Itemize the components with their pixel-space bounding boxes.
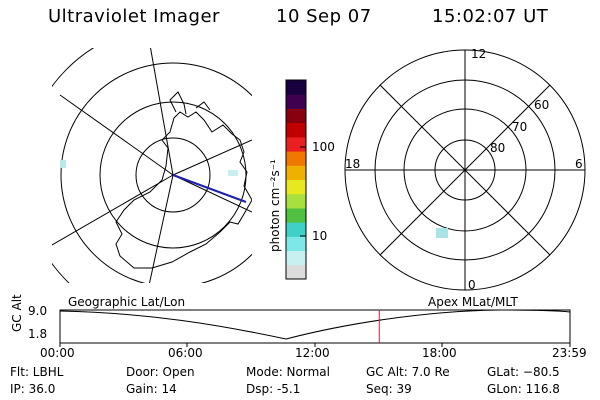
time-tick-0: 00:00 — [40, 346, 75, 360]
timeline-y-max: 9.0 — [28, 304, 48, 318]
glon-info: GLon: 116.8 — [487, 382, 560, 396]
time-tick-3: 18:00 — [422, 346, 457, 360]
lat-label-80: 80 — [490, 141, 506, 155]
glat-info: GLat: −80.5 — [487, 365, 560, 379]
time-label: 15:02:07 UT — [432, 6, 549, 27]
time-tick-2: 12:00 — [295, 346, 330, 360]
colorbar-stripe — [286, 122, 306, 138]
mlt-label-12: 12 — [471, 47, 487, 61]
colorbar — [285, 79, 307, 280]
colorbar-stripe — [286, 207, 306, 223]
ip-info: IP: 36.0 — [10, 382, 56, 396]
door-info: Door: Open — [126, 365, 195, 379]
lat-label-60: 60 — [534, 98, 550, 112]
colorbar-stripe — [286, 136, 306, 152]
dsp-info: Dsp: -5.1 — [246, 382, 301, 396]
timeline-left-title: Geographic Lat/Lon — [68, 295, 186, 309]
colorbar-tick-100: 100 — [312, 140, 335, 154]
colorbar-stripe — [286, 179, 306, 195]
colorbar-stripe — [286, 165, 306, 180]
polar-plot — [344, 49, 586, 291]
filter-info: Flt: LBHL — [10, 365, 64, 379]
seq-info: Seq: 39 — [366, 382, 412, 396]
colorbar-stripe — [286, 94, 306, 109]
colorbar-tick-10: 10 — [312, 229, 328, 243]
timeline-y-min: 1.8 — [28, 327, 48, 341]
time-tick-4: 23:59 — [552, 346, 587, 360]
date-label: 10 Sep 07 — [276, 6, 372, 27]
colorbar-stripe — [286, 80, 306, 95]
colorbar-stripe — [286, 222, 306, 237]
colorbar-stripe — [286, 193, 306, 209]
colorbar-stripe — [286, 250, 306, 266]
mlt-label-18: 18 — [345, 157, 361, 171]
colorbar-stripe — [286, 264, 306, 280]
mode-info: Mode: Normal — [246, 365, 330, 379]
gc-alt-info: GC Alt: 7.0 Re — [366, 365, 450, 379]
timeline-right-title: Apex MLat/MLT — [428, 295, 518, 309]
altitude-timeline — [59, 309, 571, 347]
colorbar-stripe — [286, 151, 306, 166]
mlt-label-6: 6 — [575, 157, 583, 171]
colorbar-stripe — [286, 236, 306, 252]
mlt-label-0: 0 — [468, 278, 476, 292]
time-tick-1: 06:00 — [168, 346, 203, 360]
gain-info: Gain: 14 — [126, 382, 177, 396]
lat-label-70: 70 — [512, 120, 528, 134]
colorbar-stripe — [286, 108, 306, 124]
timeline-y-label: GC Alt — [10, 294, 24, 332]
geographic-map — [52, 48, 252, 283]
instrument-title: Ultraviolet Imager — [48, 6, 220, 27]
colorbar-units: photon cm⁻²s⁻¹ — [268, 159, 282, 252]
